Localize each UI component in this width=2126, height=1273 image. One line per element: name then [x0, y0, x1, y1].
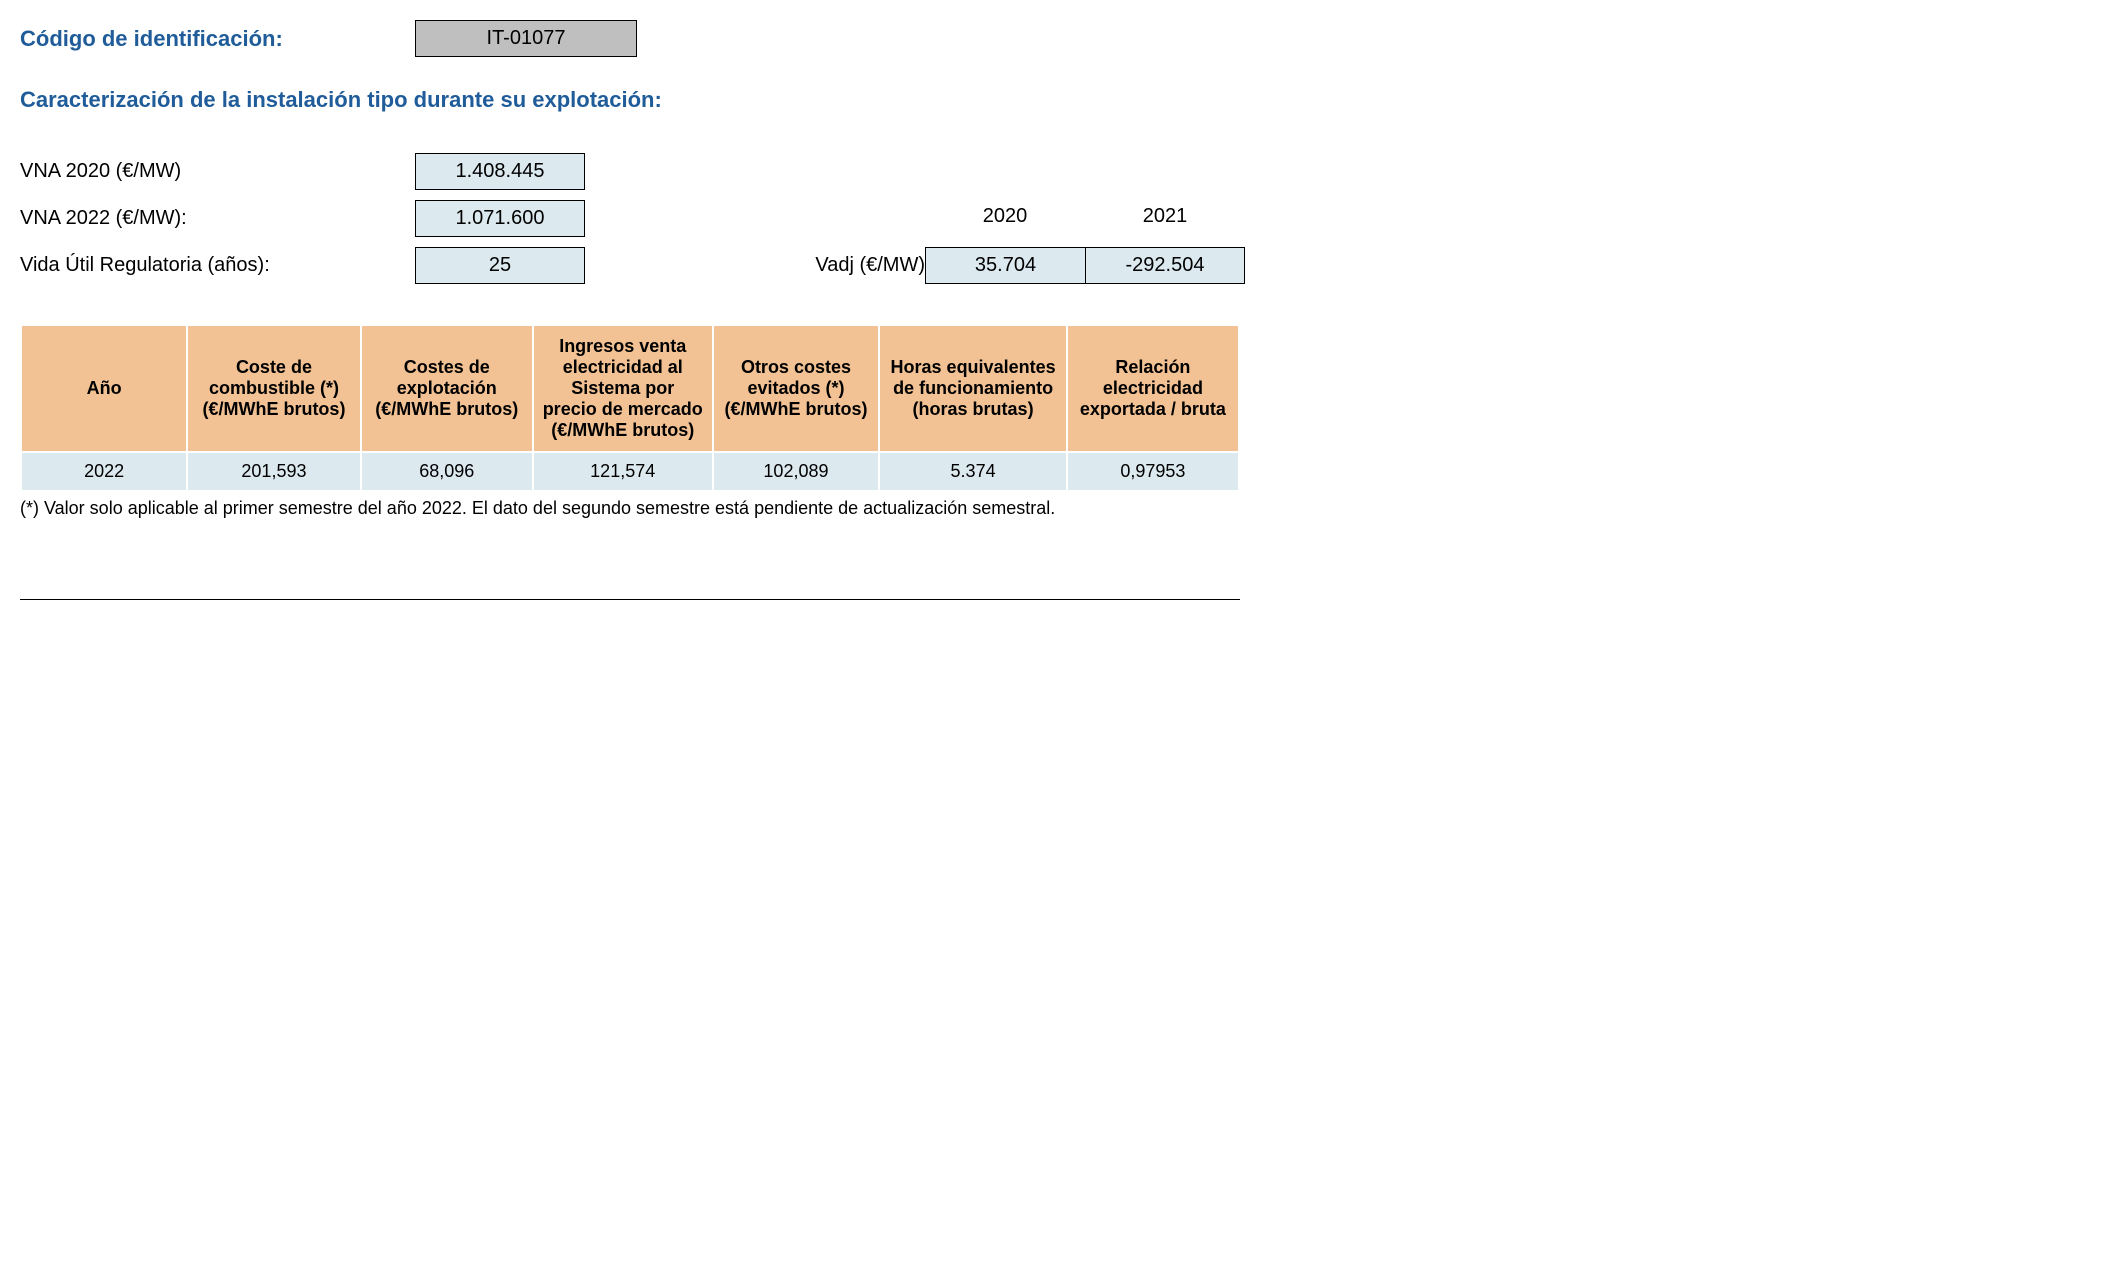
table-header-row: Año Coste de combustible (*) (€/MWhE bru… — [21, 325, 1239, 452]
table-footnote: (*) Valor solo aplicable al primer semes… — [20, 498, 2106, 519]
params-grid: VNA 2020 (€/MW) 1.408.445 VNA 2022 (€/MW… — [20, 153, 2106, 284]
cell-otros-costes: 102,089 — [713, 452, 880, 491]
vadj-year-2020: 2020 — [925, 205, 1085, 232]
col-horas-eq: Horas equivalentes de funcionamiento (ho… — [879, 325, 1067, 452]
cell-coste-combustible: 201,593 — [187, 452, 360, 491]
vna2020-value: 1.408.445 — [415, 153, 585, 190]
cell-ano: 2022 — [21, 452, 187, 491]
section-title: Caracterización de la instalación tipo d… — [20, 87, 2106, 113]
vida-label: Vida Útil Regulatoria (años): — [20, 248, 415, 283]
cell-costes-explotacion: 68,096 — [361, 452, 533, 491]
cell-ingresos-venta: 121,574 — [533, 452, 713, 491]
col-ano: Año — [21, 325, 187, 452]
cell-relacion: 0,97953 — [1067, 452, 1239, 491]
col-coste-combustible: Coste de combustible (*) (€/MWhE brutos) — [187, 325, 360, 452]
vida-value: 25 — [415, 247, 585, 284]
codigo-label: Código de identificación: — [20, 26, 415, 52]
col-costes-explotacion: Costes de explotación (€/MWhE brutos) — [361, 325, 533, 452]
vadj-2021-value: -292.504 — [1085, 247, 1245, 284]
separator-line — [20, 599, 1240, 600]
header-row: Código de identificación: IT-01077 — [20, 20, 2106, 57]
col-relacion: Relación electricidad exportada / bruta — [1067, 325, 1239, 452]
cell-horas-eq: 5.374 — [879, 452, 1067, 491]
codigo-value: IT-01077 — [415, 20, 637, 57]
vadj-year-2021: 2021 — [1085, 205, 1245, 232]
vna2020-label: VNA 2020 (€/MW) — [20, 154, 415, 189]
vadj-label: Vadj (€/MW) — [585, 254, 925, 277]
col-ingresos-venta: Ingresos venta electricidad al Sistema p… — [533, 325, 713, 452]
table-row: 2022 201,593 68,096 121,574 102,089 5.37… — [21, 452, 1239, 491]
vna2022-value: 1.071.600 — [415, 200, 585, 237]
vna2022-label: VNA 2022 (€/MW): — [20, 201, 415, 236]
col-otros-costes: Otros costes evitados (*) (€/MWhE brutos… — [713, 325, 880, 452]
data-table: Año Coste de combustible (*) (€/MWhE bru… — [20, 324, 1240, 492]
vadj-2020-value: 35.704 — [925, 247, 1085, 284]
